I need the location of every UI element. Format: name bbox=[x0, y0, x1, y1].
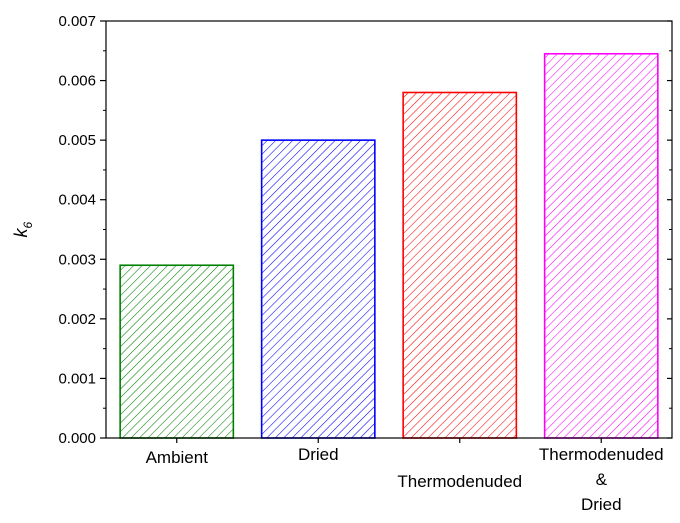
bar-dried bbox=[260, 139, 376, 439]
y-tick-label: 0.004 bbox=[58, 192, 96, 209]
y-tick-label: 0.007 bbox=[58, 13, 96, 30]
y-axis-title-subscript: 6 bbox=[21, 222, 35, 229]
x-category-label: Dried bbox=[298, 445, 339, 464]
bar-thermodenuded bbox=[402, 91, 518, 439]
y-tick-label: 0.006 bbox=[58, 73, 96, 90]
y-axis: 0.000 0.001 0.002 0.003 0.004 0.005 0.006 0.007 bbox=[58, 13, 672, 447]
y-tick-label: 0.002 bbox=[58, 311, 96, 328]
x-category-label: & bbox=[596, 470, 608, 489]
x-category-label: Thermodenuded bbox=[397, 472, 522, 491]
y-axis-title-main: k bbox=[11, 228, 31, 238]
y-tick-label: 0.003 bbox=[58, 251, 96, 268]
bar-thermodenuded-dried bbox=[543, 52, 659, 439]
y-tick-label: 0.000 bbox=[58, 430, 96, 447]
bars-layer bbox=[119, 52, 659, 439]
x-axis: Ambient Dried Thermodenuded Thermodenuded & D… bbox=[146, 438, 664, 514]
x-category-label: Ambient bbox=[146, 448, 209, 467]
y-axis-title: k6 bbox=[11, 222, 35, 238]
x-category-label: Thermodenuded bbox=[539, 445, 664, 464]
y-tick-label: 0.005 bbox=[58, 132, 96, 149]
bar-ambient bbox=[119, 264, 235, 439]
x-category-label: Dried bbox=[581, 495, 622, 514]
y-tick-label: 0.001 bbox=[58, 370, 96, 387]
